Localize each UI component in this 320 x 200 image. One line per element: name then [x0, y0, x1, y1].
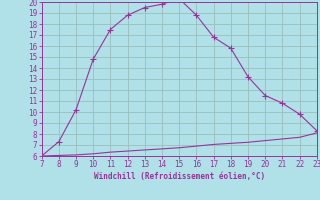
X-axis label: Windchill (Refroidissement éolien,°C): Windchill (Refroidissement éolien,°C) — [94, 172, 265, 181]
